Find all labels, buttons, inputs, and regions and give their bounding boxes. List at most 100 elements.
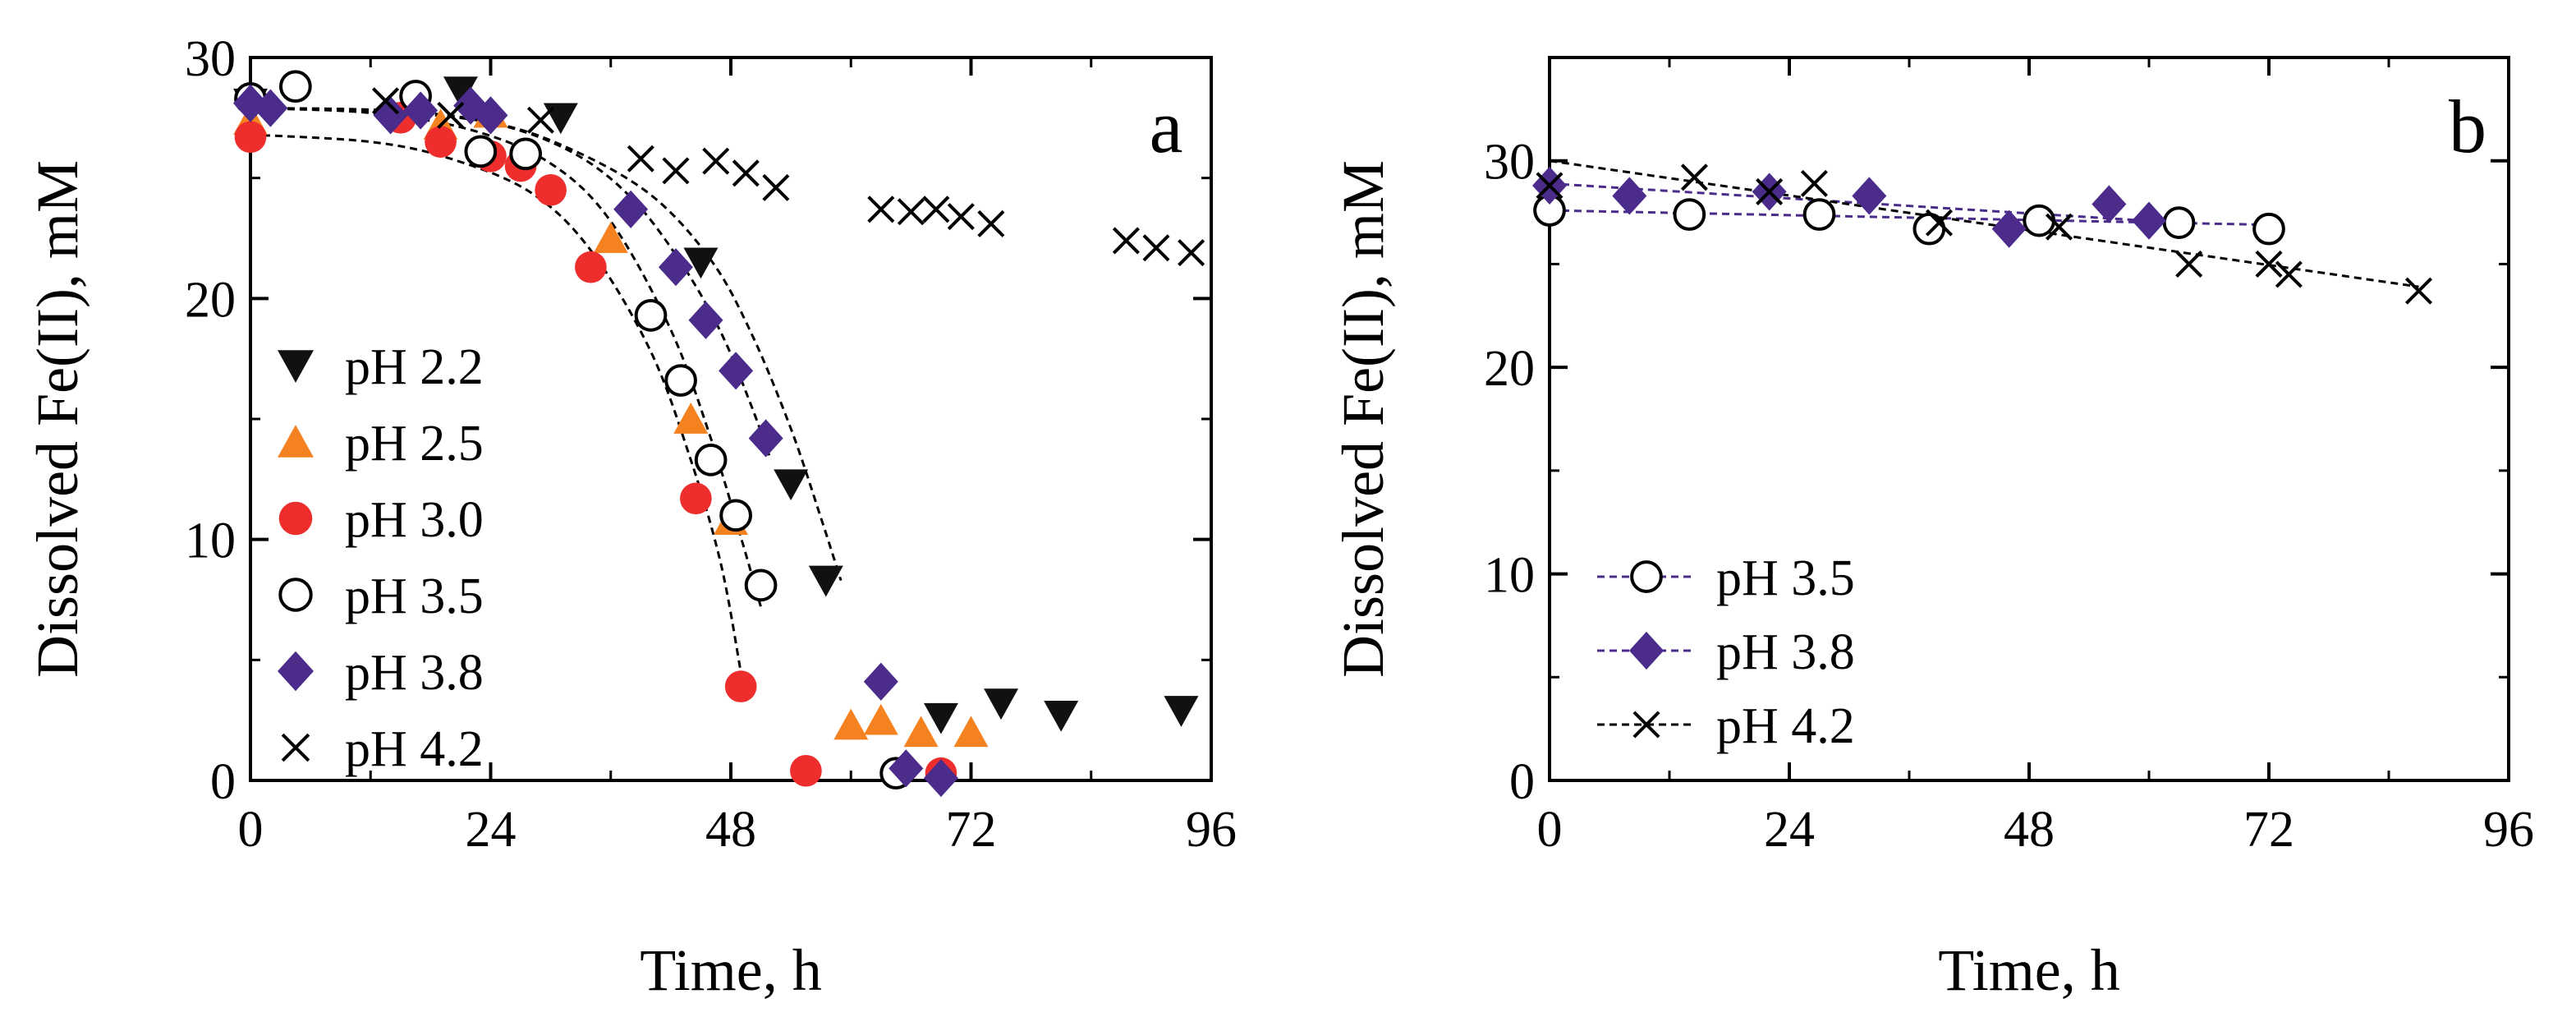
data-point <box>1673 198 1706 231</box>
data-point <box>748 419 783 458</box>
data-point <box>2275 260 2303 288</box>
data-point <box>234 121 267 154</box>
data-point <box>1852 177 1887 215</box>
y-tick-label: 0 <box>1509 754 1535 810</box>
data-point <box>863 703 898 735</box>
y-tick-label: 10 <box>1484 548 1535 604</box>
data-point <box>897 198 925 226</box>
data-point <box>688 301 723 339</box>
data-point <box>2045 213 2073 241</box>
panel-b: 0 24 48 72 96 0 10 20 30 Time, h Dissolved Fe(II),… <box>1330 56 2534 1003</box>
legend-item: pH 3.8 <box>278 645 484 701</box>
data-point <box>833 708 869 740</box>
y-tick-label: 20 <box>1484 341 1535 397</box>
data-point <box>923 702 958 734</box>
x-tick-label: 0 <box>1537 802 1563 858</box>
legend-label: pH 3.5 <box>345 568 484 624</box>
data-point <box>526 106 554 134</box>
legend-marker <box>1632 711 1660 739</box>
data-point <box>922 196 950 223</box>
legend-label: pH 3.0 <box>345 492 484 548</box>
data-point <box>673 403 709 434</box>
data-point <box>2162 206 2196 239</box>
data-point <box>1536 172 1564 200</box>
legend-label: pH 4.2 <box>1716 698 1855 754</box>
series-pH-3_0 <box>234 102 957 789</box>
legend-marker <box>278 651 314 692</box>
data-point <box>509 137 543 171</box>
data-point <box>443 76 478 108</box>
panel-label: a <box>1150 85 1183 168</box>
data-point <box>664 364 697 397</box>
data-point <box>1142 234 1170 262</box>
legend-label: pH 2.2 <box>345 339 484 395</box>
data-point <box>535 174 567 206</box>
legend-marker <box>1630 560 1663 593</box>
legend-item: pH 4.2 <box>1597 698 1855 754</box>
data-point <box>903 716 939 748</box>
y-tick-label: 10 <box>185 513 236 569</box>
legend-label: pH 2.5 <box>345 416 484 472</box>
series-pH-2_2 <box>233 76 1199 734</box>
legend: pH 3.5 pH 3.8 pH 4.2 <box>1597 550 1855 754</box>
data-point <box>2175 250 2203 278</box>
data-point <box>1800 169 1828 197</box>
x-tick-label: 0 <box>238 802 264 858</box>
data-point <box>1991 209 2027 248</box>
data-point <box>702 147 730 175</box>
legend-marker <box>278 350 314 383</box>
data-point <box>762 173 790 201</box>
y-axis-title: Dissolved Fe(II), mM <box>25 160 90 678</box>
legend-label: pH 4.2 <box>345 721 484 777</box>
data-point <box>575 251 607 283</box>
y-tick-label: 30 <box>185 31 236 87</box>
data-point <box>2404 277 2433 305</box>
data-point <box>2255 250 2283 278</box>
data-point <box>1178 239 1205 267</box>
legend-item: pH 3.0 <box>278 492 484 548</box>
data-point <box>1680 163 1708 191</box>
legend-item: pH 3.5 <box>1597 550 1855 606</box>
data-point <box>593 222 628 253</box>
legend-item: pH 3.8 <box>1597 624 1855 680</box>
data-point <box>278 70 312 104</box>
series-pH-4_2 <box>1536 163 2433 305</box>
legend-marker <box>281 733 310 762</box>
data-point <box>1164 696 1199 727</box>
x-tick-label: 48 <box>705 802 756 858</box>
x-tick-label: 24 <box>466 802 517 858</box>
data-point <box>977 209 1005 237</box>
legend-item: pH 2.2 <box>278 339 484 395</box>
data-point <box>1112 227 1140 255</box>
legend-item: pH 4.2 <box>281 721 484 777</box>
data-point <box>425 126 457 158</box>
x-tick-label: 72 <box>946 802 997 858</box>
data-point <box>808 565 843 597</box>
legend-marker <box>278 501 313 536</box>
x-axis-title: Time, h <box>640 937 821 1003</box>
data-point <box>683 247 719 279</box>
data-point <box>923 758 958 798</box>
data-point <box>1802 198 1836 231</box>
data-point <box>724 670 757 702</box>
data-point <box>889 749 924 788</box>
fit-curve-pH-4_2 <box>1549 159 2419 288</box>
legend-item: pH 3.5 <box>278 568 484 624</box>
fit-curve-pH-3_0 <box>250 133 742 673</box>
series-pH-3_8 <box>233 84 958 798</box>
legend-label: pH 3.8 <box>1716 624 1855 680</box>
y-axis-title: Dissolved Fe(II), mM <box>1330 160 1396 678</box>
data-point <box>437 101 465 129</box>
panel-a: 0 24 48 72 96 0 10 20 30 Time, h Dissolved Fe(II),… <box>25 31 1237 1003</box>
y-tick-label: 0 <box>210 754 236 810</box>
data-point <box>2023 204 2056 237</box>
data-point <box>1044 700 1079 732</box>
data-point <box>658 248 693 287</box>
data-point <box>1612 177 1647 215</box>
data-point <box>403 91 439 130</box>
data-point <box>662 157 690 185</box>
data-point <box>984 688 1019 720</box>
data-point <box>790 754 822 787</box>
fit-curve-pH-3_5 <box>250 107 763 608</box>
